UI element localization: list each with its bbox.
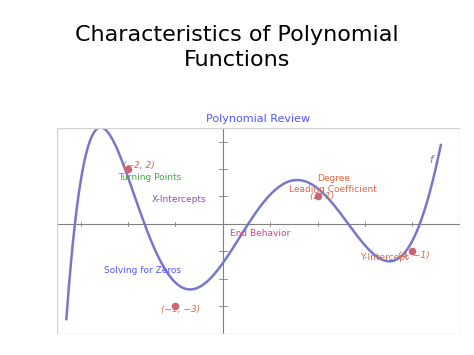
Text: X-Intercepts: X-Intercepts (152, 195, 206, 204)
Text: Turning Points: Turning Points (118, 173, 182, 182)
Point (314, 193, 321, 199)
Text: Solving for Zeros: Solving for Zeros (104, 266, 181, 275)
Text: (−2, 2): (−2, 2) (123, 160, 155, 170)
Text: (−1, −3): (−1, −3) (161, 305, 201, 314)
Text: f: f (429, 155, 433, 165)
Point (409, 248, 416, 254)
Text: Characteristics of Polynomial
Functions: Characteristics of Polynomial Functions (75, 25, 399, 70)
Point (172, 304, 179, 309)
Point (124, 166, 132, 172)
Text: Degree: Degree (318, 174, 351, 183)
Text: (2, 1): (2, 1) (310, 192, 335, 201)
Text: End Behavior: End Behavior (230, 229, 290, 238)
Text: (4, −1): (4, −1) (398, 251, 430, 260)
Bar (57, 128, 460, 334)
Text: Leading Coefficient: Leading Coefficient (289, 185, 377, 194)
Text: Y-Intercept: Y-Intercept (360, 252, 409, 262)
Title: Polynomial Review: Polynomial Review (206, 114, 310, 124)
